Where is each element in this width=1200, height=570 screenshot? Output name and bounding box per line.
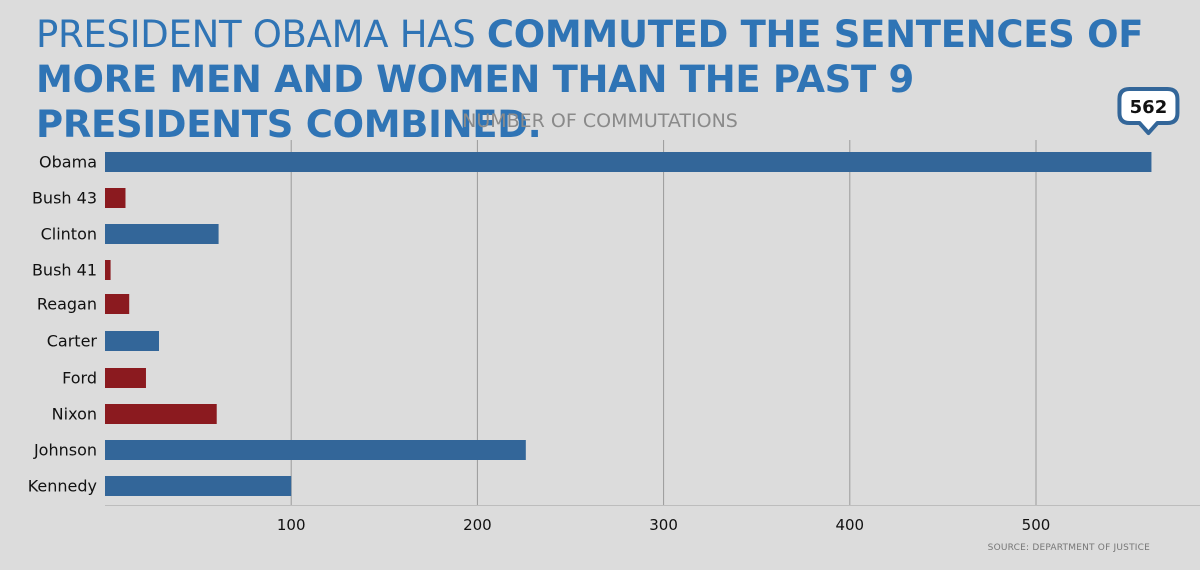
bar-reagan bbox=[105, 294, 130, 314]
category-label: Kennedy bbox=[28, 477, 97, 496]
category-label: Bush 43 bbox=[32, 189, 97, 208]
category-label: Reagan bbox=[37, 295, 97, 314]
chart-title: NUMBER OF COMMUTATIONS bbox=[462, 110, 738, 132]
category-label: Ford bbox=[62, 369, 97, 388]
bar-johnson bbox=[105, 440, 526, 460]
value-callout-label: 562 bbox=[1130, 97, 1168, 118]
x-tick-label: 400 bbox=[835, 516, 864, 534]
headline-part2: COMMUTED THE SENTENCES OF MORE MEN AND W… bbox=[36, 13, 1144, 146]
x-tick-label: 200 bbox=[463, 516, 492, 534]
bar-ford bbox=[105, 368, 146, 388]
bar-kennedy bbox=[105, 476, 292, 496]
bar-bush-41 bbox=[105, 260, 111, 280]
source-note: SOURCE: DEPARTMENT OF JUSTICE bbox=[987, 543, 1150, 553]
headline-part1: PRESIDENT OBAMA HAS bbox=[36, 13, 487, 56]
bar-obama bbox=[105, 152, 1152, 172]
bar-bush-43 bbox=[105, 188, 126, 208]
bar-carter bbox=[105, 331, 159, 351]
category-label: Johnson bbox=[33, 441, 97, 460]
x-tick-label: 300 bbox=[649, 516, 678, 534]
headline: PRESIDENT OBAMA HAS COMMUTED THE SENTENC… bbox=[36, 12, 1156, 147]
category-label: Carter bbox=[47, 332, 98, 351]
category-label: Bush 41 bbox=[32, 261, 97, 280]
value-callout bbox=[1117, 87, 1180, 135]
category-label: Obama bbox=[39, 153, 97, 172]
bar-nixon bbox=[105, 404, 217, 424]
category-label: Clinton bbox=[41, 225, 97, 244]
bar-clinton bbox=[105, 224, 219, 244]
category-label: Nixon bbox=[52, 405, 97, 424]
x-tick-label: 100 bbox=[277, 516, 306, 534]
x-tick-label: 500 bbox=[1022, 516, 1051, 534]
